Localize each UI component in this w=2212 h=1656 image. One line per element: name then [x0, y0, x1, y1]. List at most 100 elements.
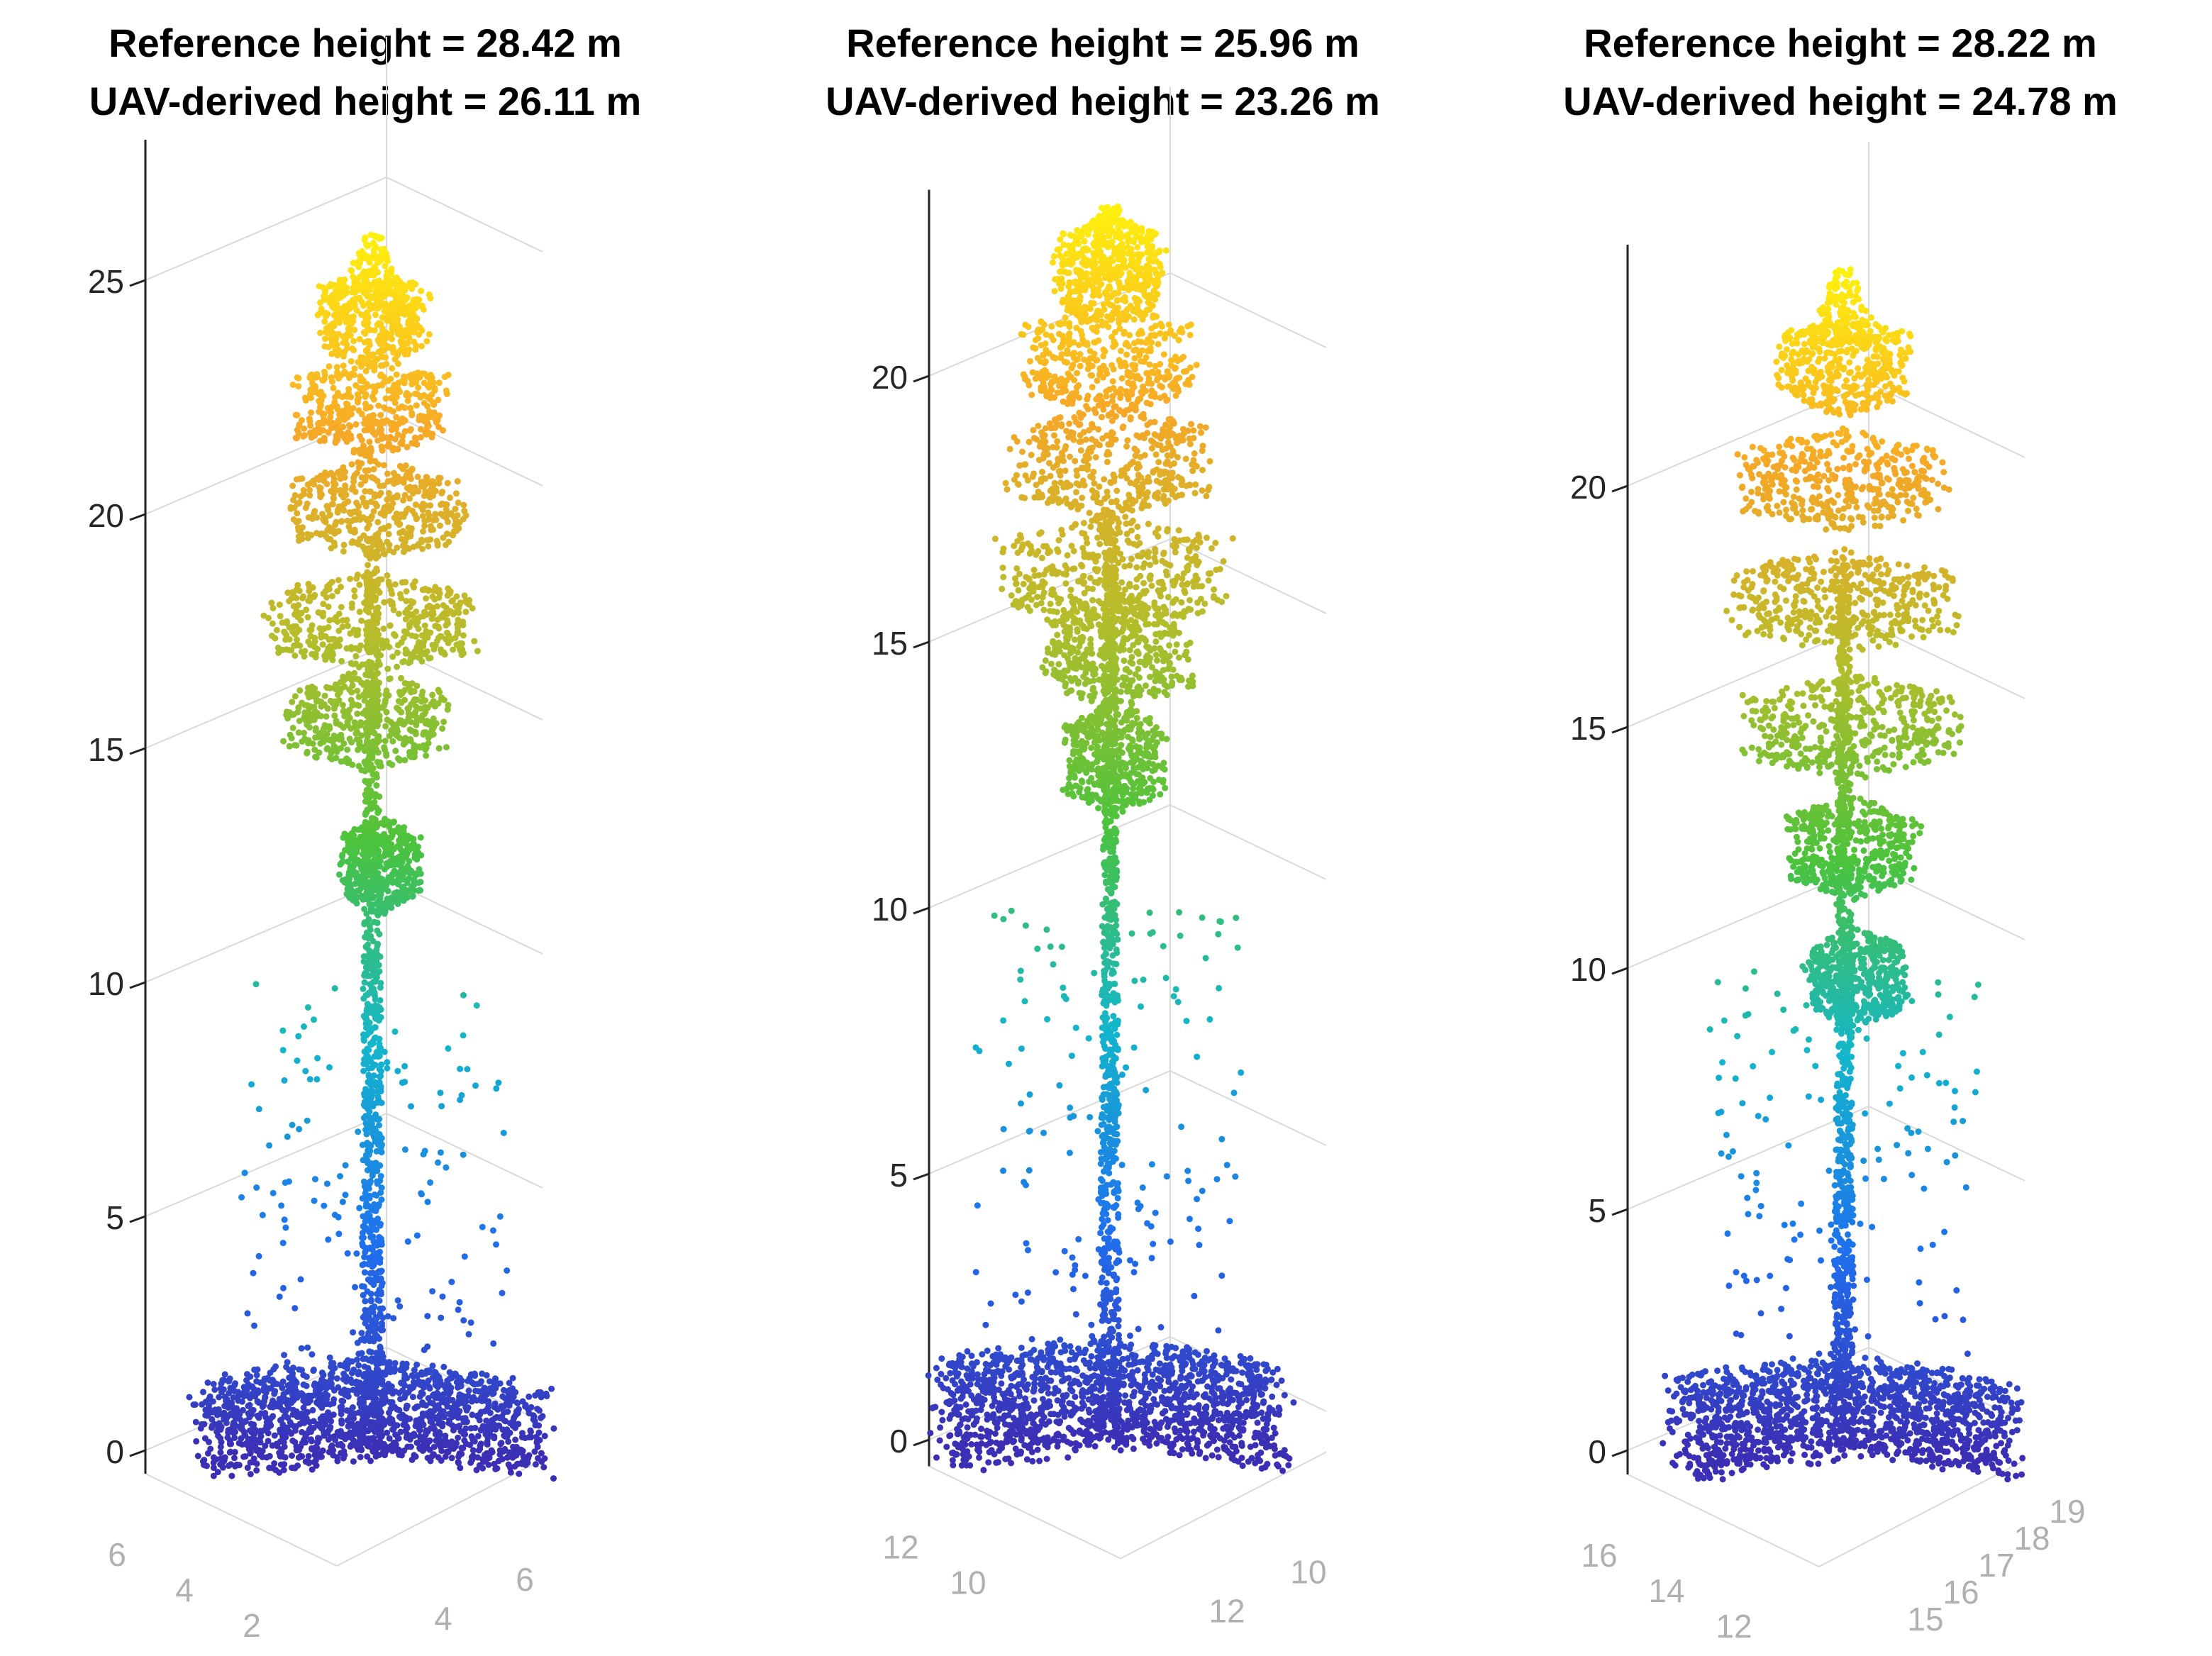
- point: [533, 1439, 540, 1446]
- point: [394, 1067, 401, 1074]
- point: [366, 438, 373, 445]
- point: [522, 1435, 528, 1442]
- point: [290, 603, 297, 610]
- point: [329, 593, 335, 599]
- point: [305, 1399, 312, 1406]
- point: [435, 1159, 441, 1166]
- point: [379, 447, 386, 454]
- point: [427, 1179, 434, 1186]
- point: [405, 524, 412, 531]
- point: [294, 374, 301, 381]
- point: [413, 402, 420, 409]
- point: [363, 932, 370, 939]
- point: [399, 1387, 406, 1394]
- point: [340, 362, 347, 369]
- point: [323, 745, 330, 752]
- point: [432, 623, 439, 630]
- point: [296, 687, 304, 694]
- point: [238, 1194, 245, 1201]
- point: [448, 1438, 455, 1445]
- point: [357, 1437, 365, 1444]
- point: [460, 618, 467, 626]
- point: [353, 1356, 360, 1363]
- point: [327, 299, 334, 306]
- point: [291, 630, 299, 638]
- point: [269, 620, 276, 627]
- point: [335, 733, 343, 740]
- point: [361, 697, 368, 704]
- point: [384, 470, 391, 477]
- point: [340, 858, 346, 865]
- point: [372, 1024, 379, 1031]
- point: [358, 617, 365, 624]
- point: [357, 1454, 364, 1460]
- point: [391, 1028, 399, 1035]
- point: [210, 1465, 217, 1472]
- point: [453, 593, 460, 600]
- point: [277, 1429, 284, 1436]
- point: [362, 821, 369, 828]
- point: [384, 863, 391, 870]
- point: [477, 1380, 484, 1387]
- point: [447, 494, 453, 501]
- point: [370, 894, 377, 901]
- point: [416, 1393, 423, 1400]
- point: [383, 845, 390, 852]
- point: [362, 883, 369, 890]
- point: [386, 495, 392, 502]
- point: [409, 869, 416, 876]
- point: [394, 1297, 401, 1304]
- point: [415, 384, 422, 391]
- point: [475, 1447, 482, 1454]
- point: [443, 1448, 450, 1455]
- point: [401, 428, 409, 435]
- point: [372, 420, 379, 427]
- point: [310, 477, 317, 484]
- point: [213, 1411, 221, 1418]
- point: [338, 1397, 345, 1404]
- point: [336, 689, 343, 696]
- point: [352, 730, 360, 737]
- point: [362, 477, 369, 484]
- point: [269, 605, 277, 611]
- point: [352, 869, 360, 877]
- point: [351, 326, 358, 333]
- point: [369, 1258, 377, 1265]
- point: [363, 808, 370, 816]
- point: [282, 1433, 289, 1440]
- point: [348, 315, 355, 322]
- point: [358, 1330, 365, 1337]
- point: [440, 1391, 447, 1398]
- point: [379, 325, 386, 332]
- point: [318, 306, 325, 312]
- point: [387, 598, 394, 605]
- point: [253, 1467, 260, 1474]
- point: [438, 501, 444, 509]
- point: [450, 513, 457, 520]
- point: [460, 991, 467, 999]
- point: [443, 391, 450, 397]
- point: [363, 740, 370, 748]
- point: [427, 295, 434, 301]
- point: [302, 397, 309, 404]
- point: [294, 1462, 301, 1469]
- point: [340, 541, 348, 548]
- point: [406, 495, 413, 502]
- point: [425, 413, 432, 420]
- point: [386, 733, 393, 740]
- point: [413, 682, 421, 689]
- point: [369, 1130, 377, 1137]
- point: [398, 852, 405, 859]
- point: [259, 1404, 266, 1411]
- point: [382, 723, 389, 730]
- point: [331, 635, 338, 643]
- point: [360, 1372, 367, 1379]
- point: [402, 462, 409, 469]
- point: [330, 384, 337, 391]
- point: [323, 1412, 330, 1419]
- point: [421, 492, 428, 499]
- point: [282, 1224, 289, 1231]
- point: [337, 1362, 344, 1369]
- point: [311, 591, 318, 599]
- point: [355, 1421, 362, 1428]
